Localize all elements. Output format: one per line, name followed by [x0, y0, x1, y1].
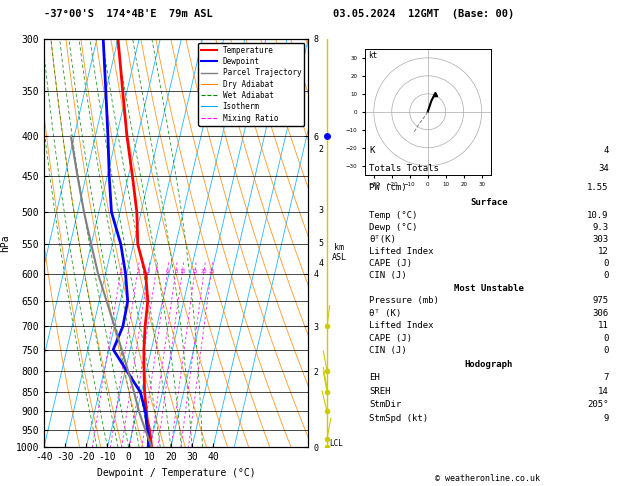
Text: 34: 34 — [598, 164, 609, 174]
Text: 303: 303 — [593, 235, 609, 244]
Text: StmSpd (kt): StmSpd (kt) — [369, 414, 428, 423]
Text: CIN (J): CIN (J) — [369, 271, 407, 280]
Text: 3: 3 — [147, 269, 150, 274]
Text: CAPE (J): CAPE (J) — [369, 334, 413, 343]
Text: Dewp (°C): Dewp (°C) — [369, 223, 418, 232]
Legend: Temperature, Dewpoint, Parcel Trajectory, Dry Adiabat, Wet Adiabat, Isotherm, Mi: Temperature, Dewpoint, Parcel Trajectory… — [198, 43, 304, 125]
Text: EH: EH — [369, 373, 380, 382]
Text: © weatheronline.co.uk: © weatheronline.co.uk — [435, 474, 540, 483]
Y-axis label: km
ASL: km ASL — [331, 243, 347, 262]
Text: SREH: SREH — [369, 387, 391, 396]
Text: 0: 0 — [603, 334, 609, 343]
Text: LCL: LCL — [330, 439, 343, 448]
Text: 4: 4 — [155, 269, 158, 274]
Text: Totals Totals: Totals Totals — [369, 164, 439, 174]
Text: 2: 2 — [318, 145, 323, 154]
Text: StmDir: StmDir — [369, 400, 401, 409]
Text: 14: 14 — [598, 387, 609, 396]
Text: -37°00'S  174°4B'E  79m ASL: -37°00'S 174°4B'E 79m ASL — [44, 9, 213, 19]
Text: 15: 15 — [192, 269, 198, 274]
Text: Lifted Index: Lifted Index — [369, 247, 434, 256]
Text: 9.3: 9.3 — [593, 223, 609, 232]
Text: 6: 6 — [166, 269, 169, 274]
Text: 8: 8 — [174, 269, 177, 274]
Text: 12: 12 — [598, 247, 609, 256]
Text: Hodograph: Hodograph — [465, 360, 513, 368]
Text: 25: 25 — [208, 269, 214, 274]
Text: 205°: 205° — [587, 400, 609, 409]
Text: 1.55: 1.55 — [587, 183, 609, 192]
Text: Pressure (mb): Pressure (mb) — [369, 296, 439, 305]
Text: Most Unstable: Most Unstable — [454, 284, 524, 293]
Text: 03.05.2024  12GMT  (Base: 00): 03.05.2024 12GMT (Base: 00) — [333, 9, 515, 19]
Text: Surface: Surface — [470, 198, 508, 208]
Text: 2: 2 — [136, 269, 140, 274]
Text: 4: 4 — [603, 146, 609, 155]
Text: CAPE (J): CAPE (J) — [369, 259, 413, 268]
Text: Temp (°C): Temp (°C) — [369, 210, 418, 220]
Text: 9: 9 — [603, 414, 609, 423]
Text: 0: 0 — [603, 259, 609, 268]
Text: 11: 11 — [598, 321, 609, 330]
Text: 3: 3 — [318, 206, 323, 215]
Y-axis label: hPa: hPa — [0, 234, 10, 252]
Text: 0: 0 — [603, 347, 609, 355]
Text: 10.9: 10.9 — [587, 210, 609, 220]
X-axis label: Dewpoint / Temperature (°C): Dewpoint / Temperature (°C) — [97, 468, 255, 478]
Text: 0: 0 — [603, 271, 609, 280]
Text: Lifted Index: Lifted Index — [369, 321, 434, 330]
Text: 306: 306 — [593, 309, 609, 318]
Text: 4: 4 — [318, 259, 323, 268]
Text: θᵀ (K): θᵀ (K) — [369, 309, 401, 318]
Text: 20: 20 — [201, 269, 208, 274]
Text: kt: kt — [369, 51, 377, 60]
Text: PW (cm): PW (cm) — [369, 183, 407, 192]
Text: K: K — [369, 146, 375, 155]
Text: 1: 1 — [119, 269, 122, 274]
Text: θᵀ(K): θᵀ(K) — [369, 235, 396, 244]
Text: 5: 5 — [318, 239, 323, 247]
Text: CIN (J): CIN (J) — [369, 347, 407, 355]
Text: 7: 7 — [603, 373, 609, 382]
Text: 10: 10 — [179, 269, 186, 274]
Text: 975: 975 — [593, 296, 609, 305]
